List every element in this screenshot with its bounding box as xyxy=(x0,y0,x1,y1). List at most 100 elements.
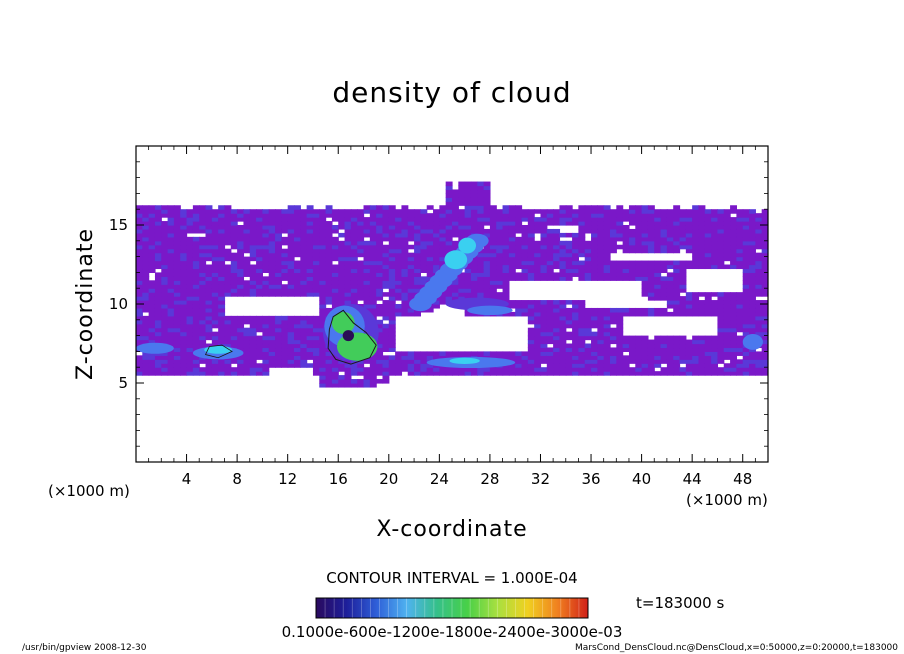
field-cell xyxy=(458,209,466,214)
field-cell xyxy=(755,319,763,325)
field-cell xyxy=(325,209,333,214)
field-cell xyxy=(363,221,371,226)
field-cell xyxy=(268,248,276,254)
field-cell xyxy=(363,280,371,285)
x-axis-title: X-coordinate xyxy=(376,517,527,542)
field-cell xyxy=(755,252,763,258)
field-cell xyxy=(654,228,662,234)
field-cell xyxy=(142,256,150,262)
field-cell xyxy=(553,319,561,325)
field-cell xyxy=(635,205,643,210)
field-cell xyxy=(319,244,327,250)
field-cell xyxy=(597,268,605,273)
field-cell xyxy=(597,343,605,349)
field-cell xyxy=(369,209,377,214)
field-cell xyxy=(496,232,504,238)
field-cell xyxy=(199,327,207,333)
field-cell xyxy=(249,288,257,293)
field-cell xyxy=(376,213,384,218)
field-cell xyxy=(445,217,453,222)
field-cell xyxy=(704,355,712,360)
field-cell xyxy=(711,244,719,250)
field-cell xyxy=(755,260,763,266)
field-cell xyxy=(717,228,725,234)
field-cell xyxy=(294,339,301,345)
field-cell xyxy=(249,339,257,345)
field-cell xyxy=(180,315,188,321)
field-cell xyxy=(243,363,251,368)
field-cell xyxy=(331,240,339,246)
field-cell xyxy=(749,260,756,266)
field-cell xyxy=(749,221,756,226)
field-cell xyxy=(534,359,542,364)
field-cell xyxy=(350,383,358,388)
field-cell xyxy=(730,300,737,305)
field-cell xyxy=(477,181,485,187)
field-cell xyxy=(287,347,295,352)
field-cell xyxy=(382,209,390,214)
field-cell xyxy=(597,367,605,372)
field-cell xyxy=(173,244,181,250)
field-cell xyxy=(376,209,384,214)
field-cell xyxy=(186,225,194,230)
field-cell xyxy=(148,292,156,297)
x-tick-label: 4 xyxy=(182,470,192,488)
field-cell xyxy=(407,209,415,214)
field-cell xyxy=(173,284,181,289)
field-cell xyxy=(591,213,598,218)
field-cell xyxy=(496,236,504,242)
field-cell xyxy=(610,232,617,238)
field-cell xyxy=(325,383,333,388)
field-cell xyxy=(186,367,194,372)
field-cell xyxy=(426,248,434,254)
field-cell xyxy=(755,213,763,218)
field-cell xyxy=(281,331,289,337)
field-cell xyxy=(344,228,352,234)
field-cell xyxy=(572,327,579,333)
field-cell xyxy=(136,331,143,337)
field-cell xyxy=(167,327,175,333)
field-cell xyxy=(464,197,472,202)
field-cell xyxy=(294,315,301,321)
field-cell xyxy=(211,236,219,242)
field-cell xyxy=(666,225,674,230)
field-cell xyxy=(508,355,516,360)
field-cell xyxy=(357,213,365,218)
field-cell xyxy=(357,272,365,277)
field-cell xyxy=(148,268,156,273)
field-cell xyxy=(464,268,472,273)
field-cell xyxy=(546,264,554,270)
field-cell xyxy=(464,280,472,285)
field-cell xyxy=(527,252,535,258)
field-cell xyxy=(218,343,226,349)
field-cell xyxy=(186,296,194,301)
field-cell xyxy=(647,205,655,210)
field-cell xyxy=(344,256,352,262)
field-cell xyxy=(414,228,421,234)
field-cell xyxy=(154,327,162,333)
field-cell xyxy=(508,205,516,210)
field-cell xyxy=(540,351,548,356)
field-cell xyxy=(142,209,150,214)
field-cell xyxy=(749,252,756,258)
field-cell xyxy=(439,244,447,250)
field-cell xyxy=(452,244,459,250)
field-cell xyxy=(635,264,643,270)
field-cell xyxy=(635,225,643,230)
field-cell xyxy=(161,256,169,262)
field-cell xyxy=(199,280,207,285)
field-cell xyxy=(142,264,150,270)
field-cell xyxy=(628,236,636,242)
field-cell xyxy=(433,236,440,242)
field-cell xyxy=(749,327,756,333)
field-cell xyxy=(679,311,687,317)
field-cell xyxy=(502,355,510,360)
field-cell xyxy=(742,252,750,258)
field-cell xyxy=(749,371,756,376)
field-cell xyxy=(268,268,276,273)
field-cell xyxy=(730,217,737,222)
field-cell xyxy=(395,236,403,242)
field-cell xyxy=(319,311,327,317)
field-cell xyxy=(268,359,276,364)
field-cell xyxy=(312,272,320,277)
